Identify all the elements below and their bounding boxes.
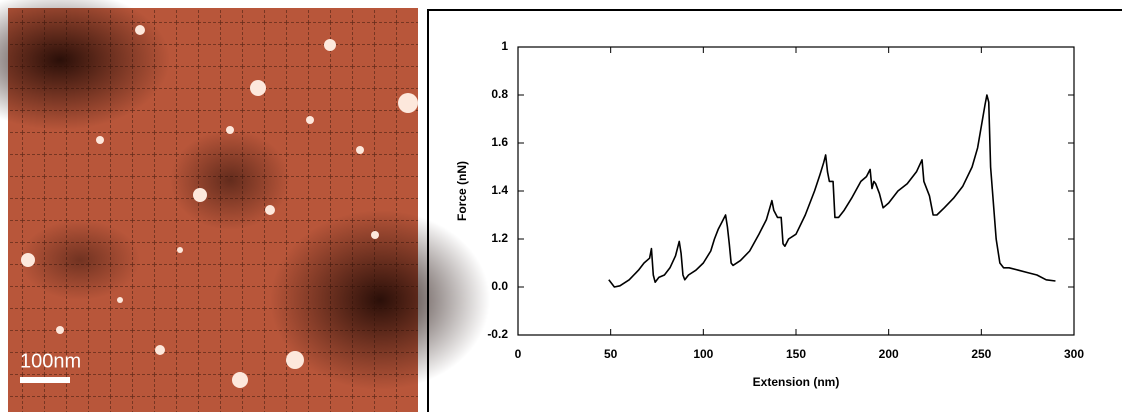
y-tick-label: 0.8 — [491, 87, 508, 101]
x-axis-label: Extension (nm) — [753, 375, 840, 389]
y-tick-label: 1.4 — [491, 183, 508, 197]
y-tick-label: 0.0 — [491, 279, 508, 293]
force-curve — [608, 94, 1056, 288]
x-tick-label: 0 — [515, 347, 522, 361]
x-tick-label: 50 — [604, 347, 618, 361]
x-tick-label: 200 — [879, 347, 899, 361]
y-tick-label: 1 — [501, 39, 508, 53]
afm-image: 100nm — [0, 0, 490, 412]
x-tick-label: 250 — [971, 347, 991, 361]
x-tick-label: 100 — [693, 347, 713, 361]
y-tick-label: -0.2 — [487, 327, 508, 341]
y-tick-label: 1.2 — [491, 231, 508, 245]
x-tick-label: 300 — [1064, 347, 1084, 361]
x-tick-label: 150 — [786, 347, 806, 361]
y-axis-label: Force (nN) — [455, 161, 469, 221]
scale-label: 100nm — [20, 350, 81, 372]
y-tick-label: 1.6 — [491, 135, 508, 149]
